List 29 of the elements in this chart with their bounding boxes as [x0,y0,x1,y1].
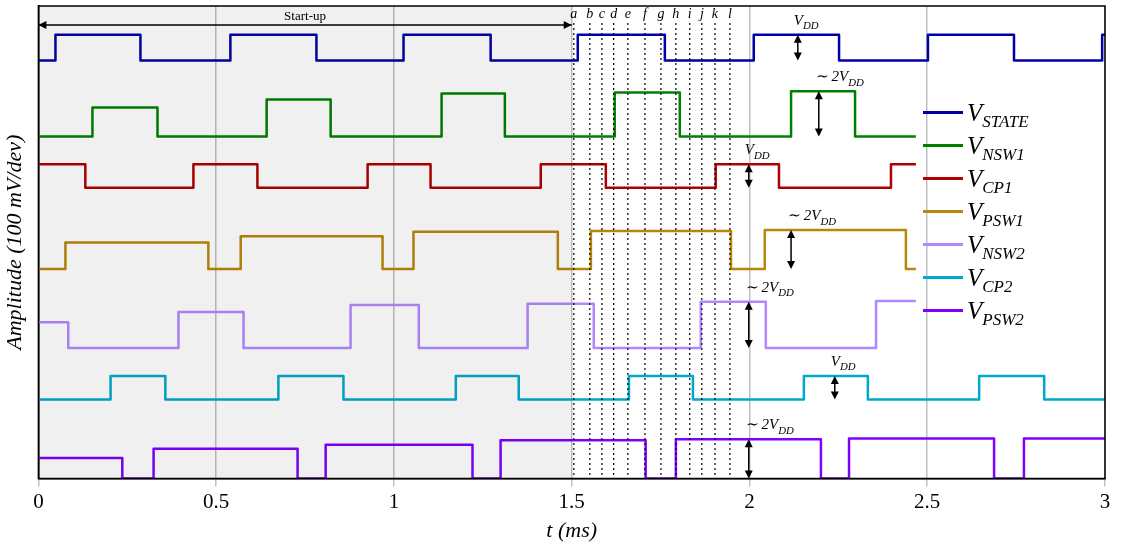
ref-line-label: j [697,5,704,21]
legend-label: V$_{NSW1}$ [967,132,1025,164]
ref-line-label: a [570,5,578,21]
x-tick-label: 3 [1099,488,1111,513]
ref-line-label: i [687,5,692,21]
legend-label: V$_{NSW2}$ [967,231,1025,263]
ref-line-label: e [624,5,631,21]
ref-line-label: l [727,5,732,21]
ref-line-label: g [657,5,665,21]
x-tick-label: 2 [744,488,755,513]
legend-label: V$_{PSW2}$ [967,297,1024,329]
ref-line-label: f [642,5,649,21]
y-axis-title: Amplitude (100 mV/dev) [0,134,26,352]
x-tick-label: 0 [33,488,44,513]
ref-line-label: b [586,5,594,21]
x-tick-label: 2.5 [914,488,941,513]
x-tick-label: 0.5 [203,488,230,513]
ref-line-label: c [598,5,606,21]
ref-line-label: d [610,5,619,21]
legend-label: V$_{PSW1}$ [967,198,1024,230]
ref-line-label: h [672,5,680,21]
legend-label: V$_{STATE}$ [967,98,1029,131]
x-tick-label: 1 [388,488,400,513]
x-tick-label: 1.5 [558,488,585,513]
band-label: Start-up [284,7,326,23]
x-axis-title: t (ms) [546,516,598,542]
ref-line-label: k [711,5,719,21]
legend-label: V$_{CP2}$ [967,264,1013,296]
legend-label: V$_{CP1}$ [967,165,1013,197]
